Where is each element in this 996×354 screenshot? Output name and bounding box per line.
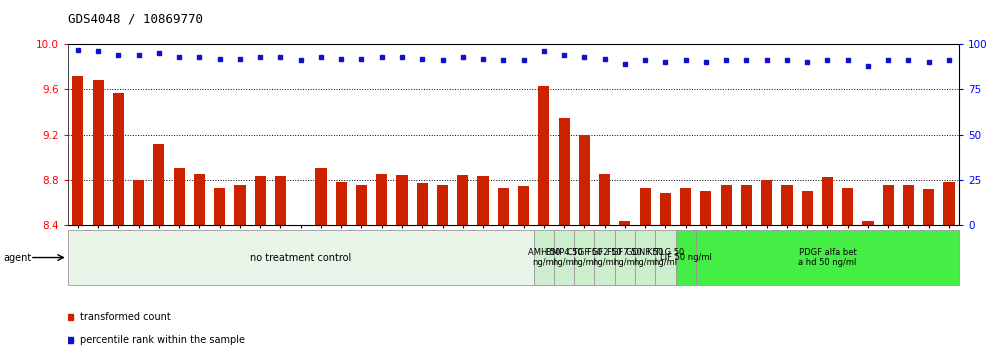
Bar [295,225,307,230]
Bar [113,93,124,225]
Bar [680,188,691,225]
Bar [720,185,732,225]
Bar [700,191,711,225]
Text: CTGF 50
ng/ml: CTGF 50 ng/ml [567,248,602,267]
Bar [741,185,752,225]
Bar [275,176,286,225]
Bar [538,86,550,225]
FancyBboxPatch shape [635,230,655,285]
Bar [173,169,184,225]
Bar [133,179,144,225]
Bar [579,135,590,225]
Bar [396,175,407,225]
Text: FGF7 50
ng/ml: FGF7 50 ng/ml [608,248,642,267]
Bar [782,185,793,225]
Bar [923,189,934,225]
Text: GDS4048 / 10869770: GDS4048 / 10869770 [68,12,203,25]
FancyBboxPatch shape [575,230,595,285]
Text: LIF 50 ng/ml: LIF 50 ng/ml [659,253,711,262]
Bar [376,174,387,225]
FancyBboxPatch shape [595,230,615,285]
Bar [73,76,84,225]
Bar [863,221,873,225]
Bar [234,185,245,225]
Text: BMP4 50
ng/ml: BMP4 50 ng/ml [546,248,583,267]
FancyBboxPatch shape [655,230,675,285]
Bar [437,185,448,225]
Bar [559,118,570,225]
Bar [255,176,266,225]
Bar [599,174,611,225]
FancyBboxPatch shape [68,230,534,285]
Bar [843,188,854,225]
Bar [93,80,104,225]
Bar [802,191,813,225]
Bar [639,188,650,225]
Text: percentile rank within the sample: percentile rank within the sample [80,335,245,346]
Bar [498,188,509,225]
Bar [356,185,368,225]
Text: KITLG 50
ng/ml: KITLG 50 ng/ml [646,248,684,267]
Bar [761,179,772,225]
FancyBboxPatch shape [615,230,635,285]
Bar [943,182,954,225]
Bar [316,169,327,225]
Bar [214,188,225,225]
Bar [153,143,164,225]
Bar [903,185,914,225]
Bar [336,182,347,225]
Text: AMH 50
ng/ml: AMH 50 ng/ml [528,248,560,267]
Bar [416,183,428,225]
Bar [620,221,630,225]
Text: GDNF 50
ng/ml: GDNF 50 ng/ml [626,248,663,267]
FancyBboxPatch shape [675,230,696,285]
Text: transformed count: transformed count [80,312,171,322]
Bar [194,174,205,225]
Bar [822,177,833,225]
Text: PDGF alfa bet
a hd 50 ng/ml: PDGF alfa bet a hd 50 ng/ml [798,248,857,267]
Text: agent: agent [3,253,31,263]
Text: FGF2 50
ng/ml: FGF2 50 ng/ml [588,248,622,267]
Bar [882,185,893,225]
Bar [477,176,489,225]
FancyBboxPatch shape [554,230,575,285]
Bar [659,193,671,225]
Bar [518,187,529,225]
Text: no treatment control: no treatment control [250,252,352,263]
FancyBboxPatch shape [696,230,959,285]
Bar [457,175,468,225]
FancyBboxPatch shape [534,230,554,285]
